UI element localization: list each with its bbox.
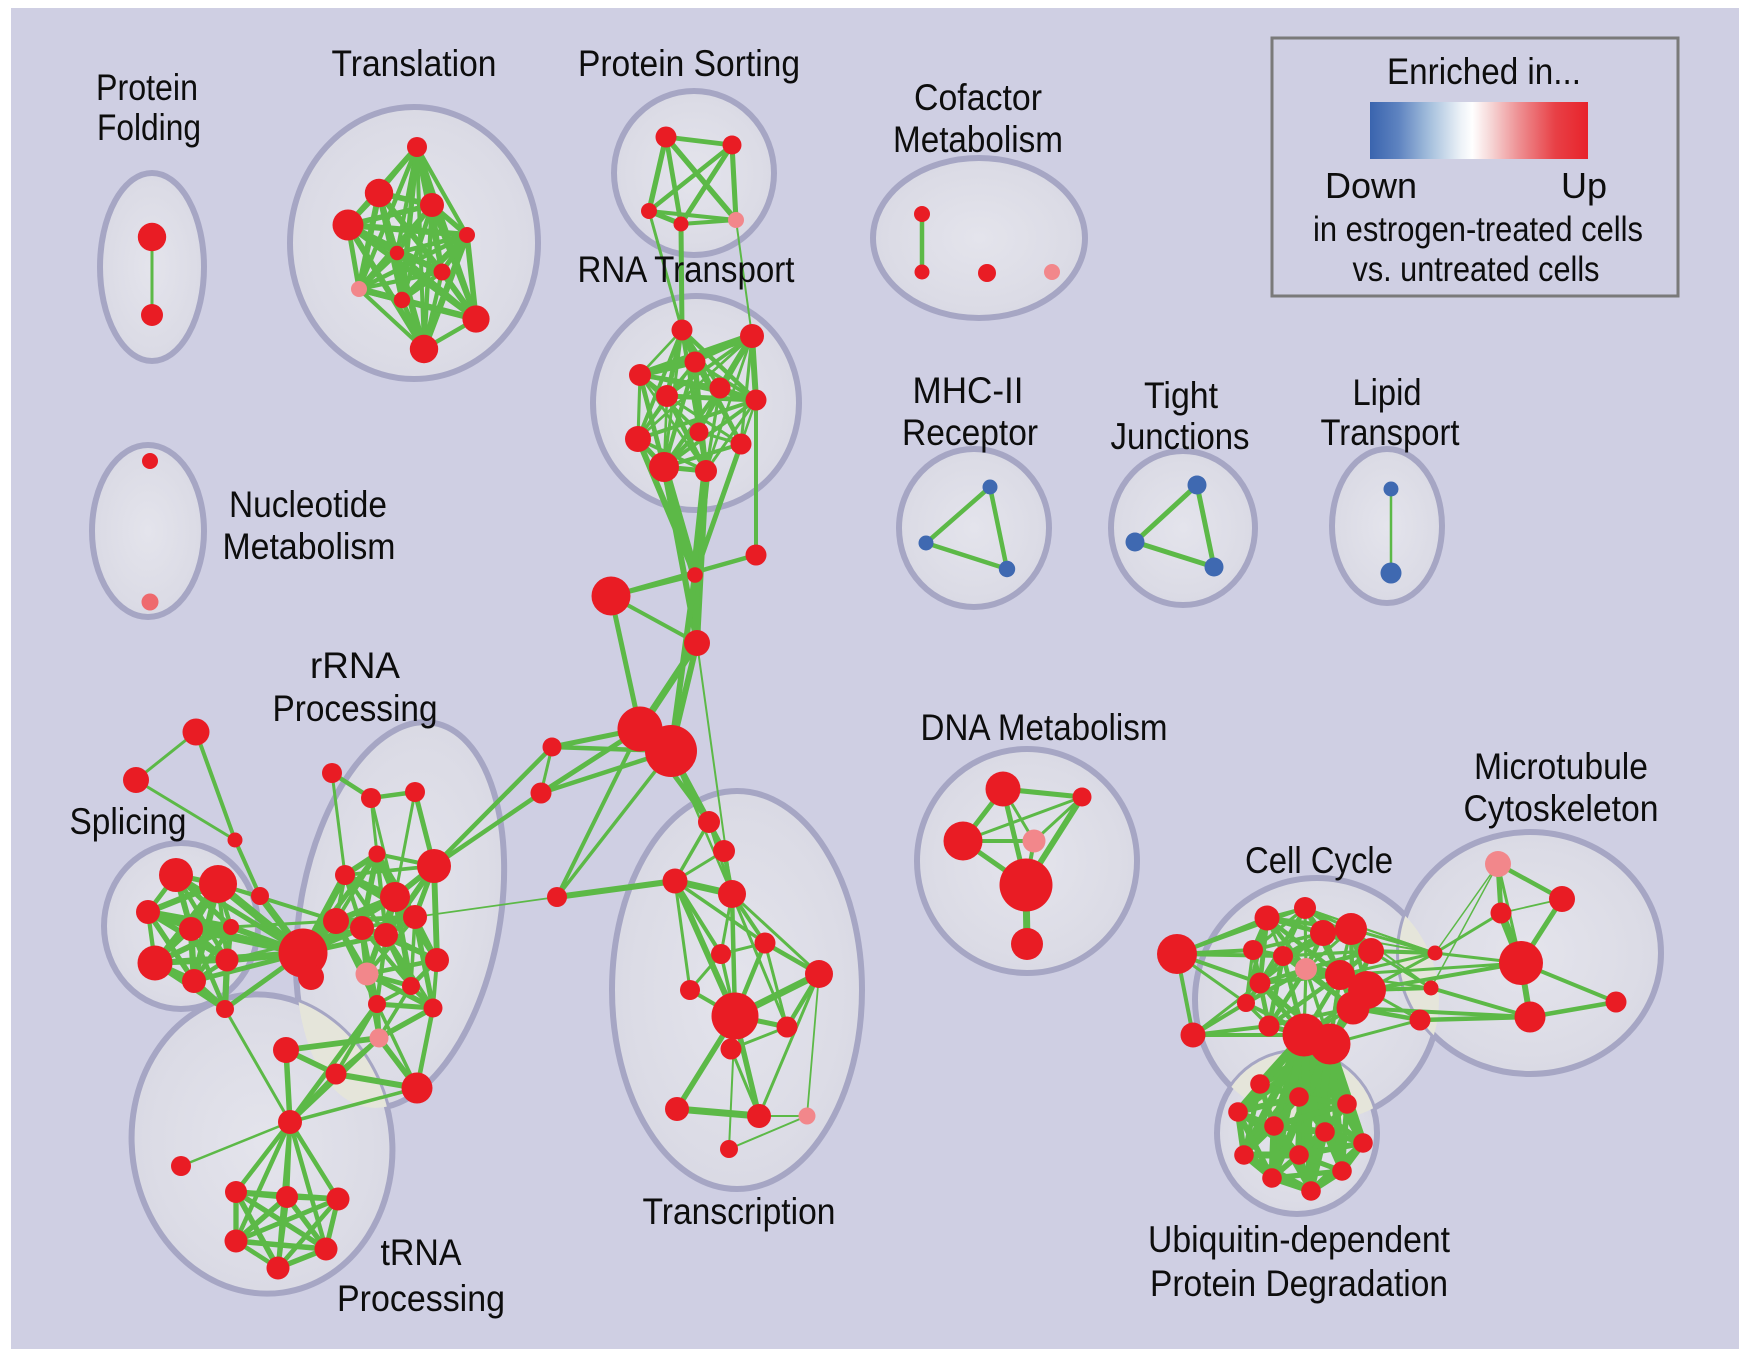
svg-text:Processing: Processing: [273, 687, 438, 729]
svg-text:DNA Metabolism: DNA Metabolism: [921, 706, 1168, 748]
svg-text:Folding: Folding: [97, 106, 201, 148]
svg-text:Nucleotide: Nucleotide: [229, 483, 387, 525]
svg-text:in estrogen-treated cells: in estrogen-treated cells: [1313, 210, 1643, 249]
svg-text:Protein: Protein: [96, 66, 198, 108]
svg-text:Microtubule: Microtubule: [1474, 745, 1648, 787]
svg-text:Splicing: Splicing: [70, 800, 187, 842]
svg-text:Protein Sorting: Protein Sorting: [578, 42, 800, 84]
svg-text:Cofactor: Cofactor: [914, 76, 1042, 118]
svg-text:Enriched in...: Enriched in...: [1387, 50, 1581, 92]
svg-text:Receptor: Receptor: [902, 411, 1038, 453]
svg-text:Translation: Translation: [332, 42, 497, 84]
svg-text:Protein Degradation: Protein Degradation: [1150, 1262, 1448, 1304]
svg-text:Metabolism: Metabolism: [893, 118, 1063, 160]
svg-text:Metabolism: Metabolism: [223, 525, 396, 567]
svg-text:vs. untreated cells: vs. untreated cells: [1353, 250, 1600, 289]
svg-text:Tight: Tight: [1144, 374, 1219, 416]
svg-text:Lipid: Lipid: [1353, 371, 1422, 413]
svg-text:Cell Cycle: Cell Cycle: [1245, 839, 1393, 881]
svg-text:Junctions: Junctions: [1111, 415, 1250, 457]
svg-text:RNA Transport: RNA Transport: [578, 248, 796, 290]
svg-text:Transcription: Transcription: [643, 1190, 836, 1232]
svg-text:Up: Up: [1561, 165, 1607, 206]
svg-text:Cytoskeleton: Cytoskeleton: [1464, 787, 1659, 829]
svg-text:MHC-II: MHC-II: [913, 369, 1024, 411]
svg-text:Down: Down: [1325, 165, 1417, 206]
svg-text:tRNA: tRNA: [381, 1231, 462, 1273]
svg-text:Ubiquitin-dependent: Ubiquitin-dependent: [1148, 1218, 1451, 1260]
svg-text:rRNA: rRNA: [310, 644, 400, 686]
svg-text:Processing: Processing: [337, 1277, 505, 1319]
svg-text:Transport: Transport: [1321, 411, 1460, 453]
